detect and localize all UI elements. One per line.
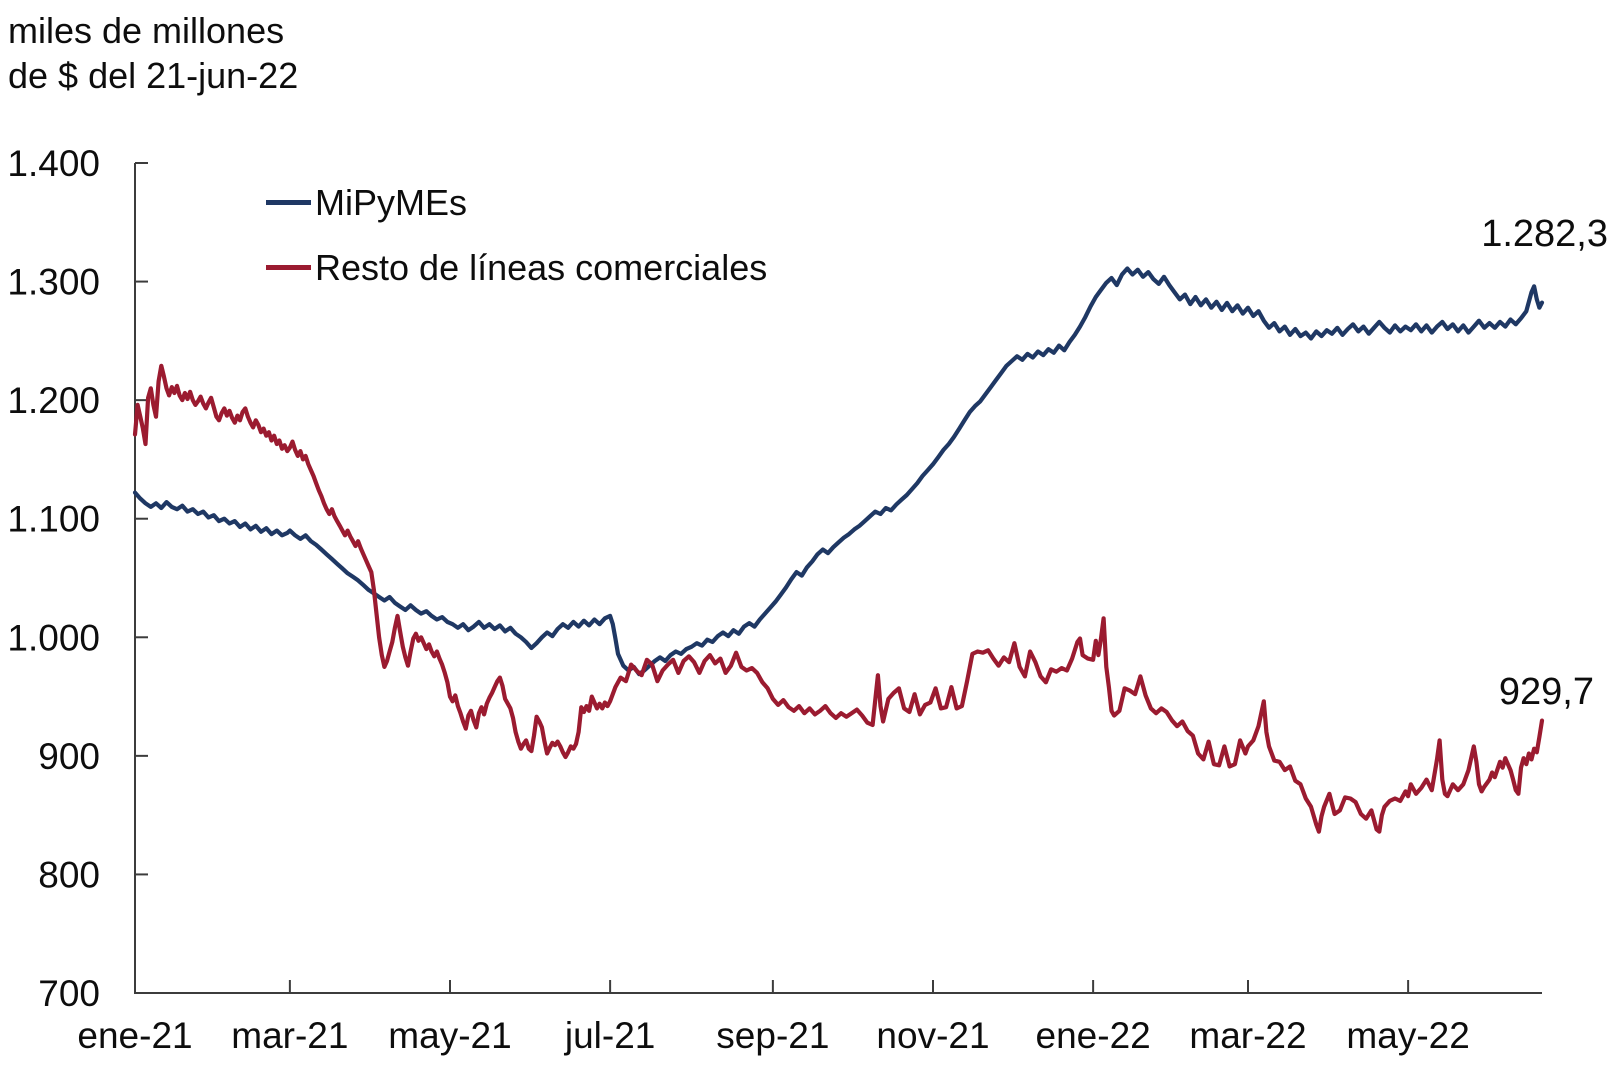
series-line-resto bbox=[132, 363, 1545, 834]
legend-swatch-mipymes bbox=[266, 200, 311, 205]
x-tick-label: mar-21 bbox=[231, 1015, 348, 1056]
chart-title-line1: miles de millones bbox=[8, 10, 285, 51]
legend-item-mipymes: MiPyMEs bbox=[266, 180, 767, 225]
chart-legend: MiPyMEs Resto de líneas comerciales bbox=[266, 180, 767, 290]
y-tick-label: 1.000 bbox=[7, 617, 100, 658]
series-line-mipymes bbox=[132, 266, 1545, 677]
x-tick-label: jul-21 bbox=[564, 1015, 656, 1056]
chart-title-line2: de $ del 21-jun-22 bbox=[8, 55, 299, 96]
y-tick-label: 1.300 bbox=[7, 262, 100, 303]
y-tick-label: 1.100 bbox=[7, 499, 100, 540]
chart-title: miles de millones de $ del 21-jun-22 bbox=[8, 8, 298, 98]
series-end-label-resto: 929,7 bbox=[1499, 671, 1594, 713]
y-tick-label: 800 bbox=[38, 854, 100, 895]
legend-label-resto: Resto de líneas comerciales bbox=[315, 246, 768, 288]
legend-label-mipymes: MiPyMEs bbox=[315, 181, 467, 223]
legend-swatch-resto bbox=[266, 265, 311, 270]
y-tick-label: 700 bbox=[38, 973, 100, 1014]
x-tick-label: sep-21 bbox=[716, 1015, 829, 1056]
y-tick-label: 1.200 bbox=[7, 380, 100, 421]
x-tick-label: ene-22 bbox=[1036, 1015, 1151, 1056]
y-tick-label: 900 bbox=[38, 736, 100, 777]
series-end-label-mipymes: 1.282,3 bbox=[1481, 213, 1608, 255]
y-tick-label: 1.400 bbox=[7, 143, 100, 184]
x-tick-label: mar-22 bbox=[1189, 1015, 1306, 1056]
x-tick-label: may-22 bbox=[1346, 1015, 1469, 1056]
legend-item-resto: Resto de líneas comerciales bbox=[266, 245, 767, 290]
x-tick-label: nov-21 bbox=[876, 1015, 989, 1056]
x-tick-label: may-21 bbox=[388, 1015, 511, 1056]
x-tick-label: ene-21 bbox=[77, 1015, 192, 1056]
